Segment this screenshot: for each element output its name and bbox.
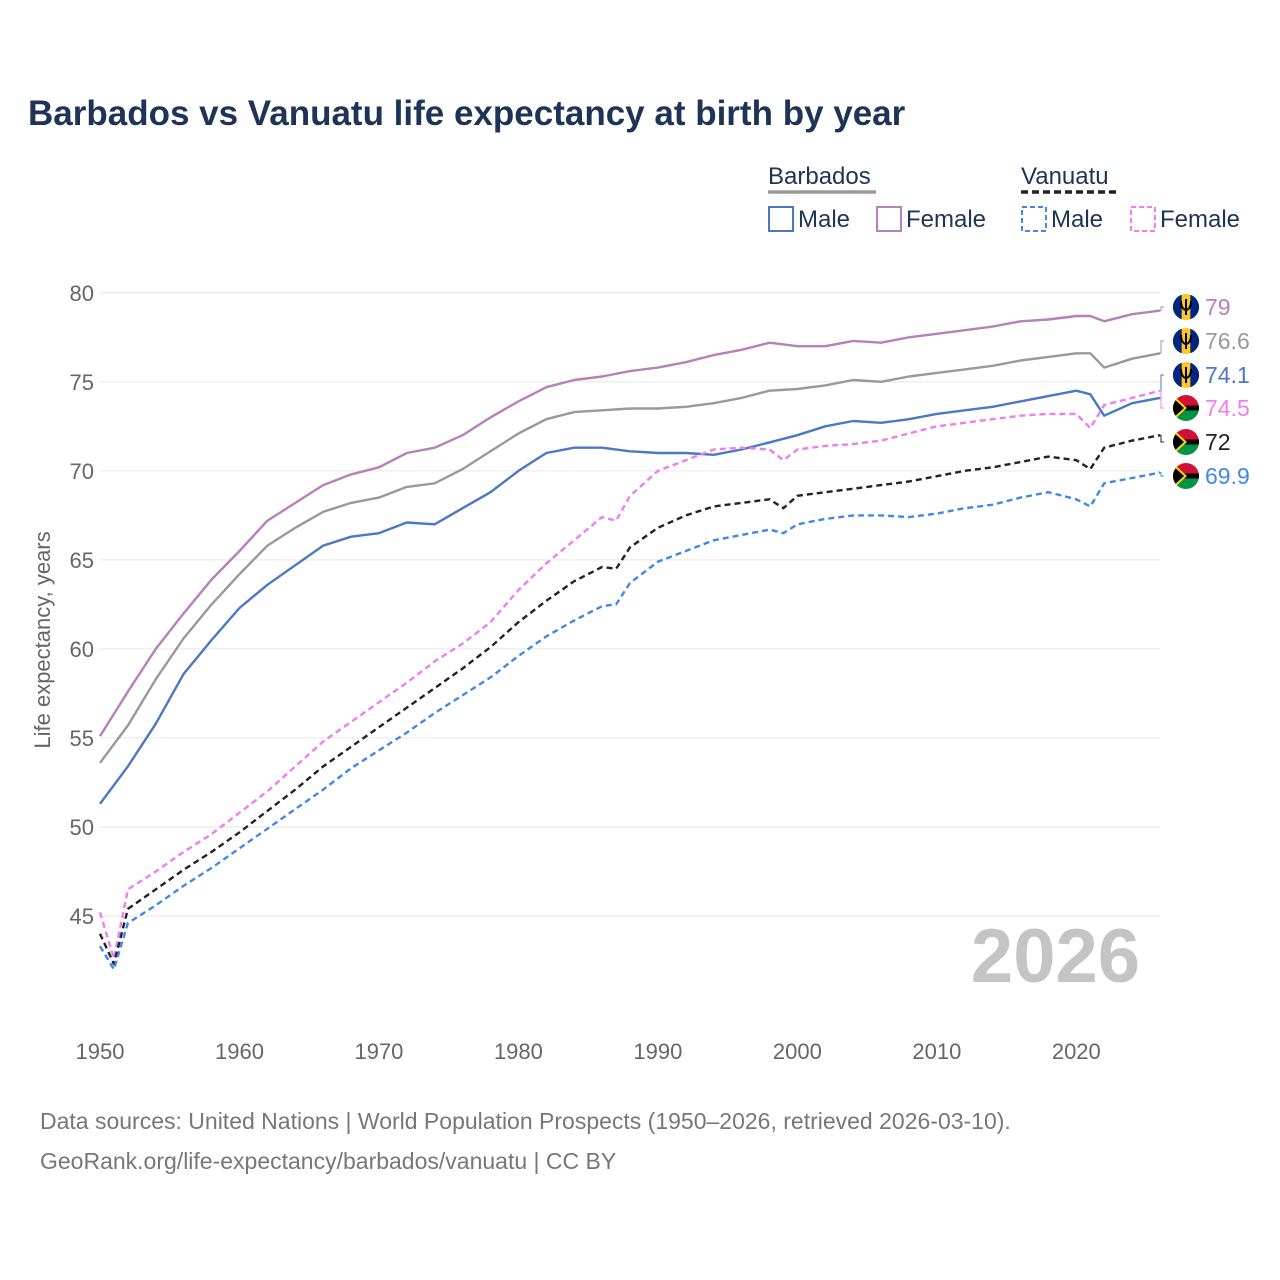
series-lines: [98, 309, 1161, 971]
legend-item-label: Male: [798, 206, 850, 233]
flag-band: [1190, 362, 1200, 388]
end-value-label: 74.1: [1205, 362, 1250, 388]
barbados-flag-icon: [1172, 362, 1200, 388]
flag-body: [1173, 395, 1199, 421]
year-watermark: 2026: [971, 914, 1140, 999]
x-tick-label: 1980: [494, 1039, 543, 1064]
barbados-flag-icon: [1172, 294, 1200, 320]
legend-swatch: [1021, 206, 1047, 232]
x-tick-label: 1960: [215, 1039, 264, 1064]
chart-title: Barbados vs Vanuatu life expectancy at b…: [28, 94, 906, 133]
x-tick-label: 1990: [633, 1039, 682, 1064]
flag-band: [1172, 328, 1182, 354]
trident-icon: [1180, 299, 1192, 315]
series-line-vanuatu_female: [98, 389, 1161, 960]
end-value-label: 69.9: [1205, 463, 1250, 489]
x-tick-label: 1970: [354, 1039, 403, 1064]
x-tick-label: 2010: [912, 1039, 961, 1064]
end-value-label: 72: [1205, 429, 1231, 455]
end-label-connector: [1160, 472, 1164, 477]
legend-swatch: [1130, 206, 1156, 232]
trident-icon: [1180, 367, 1192, 383]
series-line-vanuatu_total: [98, 434, 1161, 966]
y-tick-label: 55: [70, 726, 94, 751]
legend-group-title: Barbados: [768, 163, 871, 190]
legend-group-title: Vanuatu: [1021, 163, 1109, 190]
flag-band: [1173, 398, 1184, 418]
x-tick-label: 2000: [773, 1039, 822, 1064]
y-tick-label: 75: [70, 370, 94, 395]
end-label-connector: [1160, 306, 1164, 312]
series-line-vanuatu_male: [98, 471, 1161, 971]
legend-item-label: Female: [906, 206, 986, 233]
y-tick-label: 65: [70, 548, 94, 573]
axes: 45 50 55 60 65 70 75 80 1950 1960 1970 1980 1990 2000…: [30, 281, 1101, 1064]
end-label-connector: [1160, 434, 1164, 443]
legend-swatch: [768, 206, 794, 232]
flag-band: [1173, 466, 1184, 486]
vanuatu-flag-icon: [1173, 429, 1199, 455]
end-value-label: 76.6: [1205, 328, 1250, 354]
legend-item-label: Male: [1051, 206, 1103, 233]
legend: Barbados Male Female Vanuatu Male Female: [768, 163, 1240, 233]
flag-band: [1190, 294, 1200, 320]
trident-icon: [1180, 333, 1192, 349]
y-tick-label: 45: [70, 904, 94, 929]
x-tick-label: 2020: [1052, 1039, 1101, 1064]
legend-item-label: Female: [1160, 206, 1240, 233]
series-line-barbados_female: [98, 309, 1161, 737]
flag-body: [1173, 429, 1199, 455]
vanuatu-flag-icon: [1173, 395, 1199, 421]
source-url[interactable]: GeoRank.org/life-expectancy/barbados/van…: [40, 1148, 617, 1174]
end-label-connector: [1160, 390, 1164, 409]
y-tick-label: 80: [70, 281, 94, 306]
y-tick-label: 70: [70, 459, 94, 484]
flag-body: [1173, 463, 1199, 489]
y-tick-label: 60: [70, 637, 94, 662]
end-label-connector: [1160, 340, 1164, 354]
flag-band: [1172, 294, 1182, 320]
end-labels: 79 76.6 74.1 74.5 72 69.9: [1160, 294, 1250, 489]
flag-band: [1173, 432, 1184, 452]
x-tick-label: 1950: [76, 1039, 125, 1064]
grid-lines: [100, 292, 1160, 917]
end-value-label: 74.5: [1205, 395, 1250, 421]
vanuatu-flag-icon: [1173, 463, 1199, 489]
end-value-label: 79: [1205, 294, 1231, 320]
series-line-barbados_total: [99, 352, 1161, 764]
y-axis-label: Life expectancy, years: [30, 531, 55, 748]
series-line-barbados_male: [99, 389, 1161, 805]
y-tick-label: 50: [70, 815, 94, 840]
barbados-flag-icon: [1172, 328, 1200, 354]
flag-band: [1172, 362, 1182, 388]
source-text: Data sources: United Nations | World Pop…: [40, 1108, 1011, 1134]
legend-swatch: [876, 206, 902, 232]
flag-band: [1190, 328, 1200, 354]
